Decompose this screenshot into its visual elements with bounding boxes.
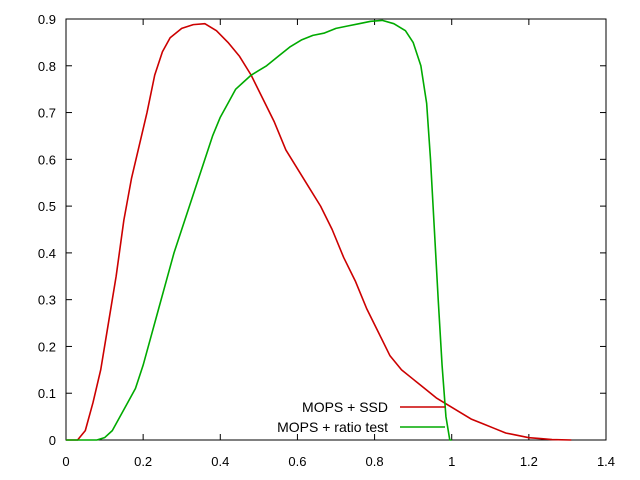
x-tick-label: 1 (448, 454, 455, 469)
y-axis: 0 0.1 0.2 0.3 0.4 0.5 0.6 0.7 0.8 0.9 (38, 12, 606, 448)
plot-frame (65, 18, 607, 441)
x-tick-label: 1.2 (520, 454, 538, 469)
y-tick-label: 0.9 (38, 12, 56, 27)
y-tick-label: 0.6 (38, 152, 56, 167)
x-tick-label: 0 (62, 454, 69, 469)
y-tick-label: 0.2 (38, 339, 56, 354)
series-layer (66, 19, 572, 441)
series-line-mops-ssd (66, 22, 572, 441)
x-tick-label: 0.8 (366, 454, 384, 469)
x-tick-label: 0.4 (211, 454, 229, 469)
legend-label: MOPS + ratio test (277, 419, 388, 435)
x-tick-label: 0.6 (288, 454, 306, 469)
x-tick-label: 0.2 (134, 454, 152, 469)
series-line-mops-ratio-test (66, 19, 452, 441)
y-tick-label: 0.4 (38, 246, 56, 261)
legend-label: MOPS + SSD (302, 399, 388, 415)
x-axis: 0 0.2 0.4 0.6 0.8 1 1.2 1.4 (62, 19, 615, 469)
y-tick-label: 0 (49, 433, 56, 448)
legend: MOPS + SSD MOPS + ratio test (277, 399, 445, 435)
x-tick-label: 1.4 (597, 454, 615, 469)
y-tick-label: 0.7 (38, 106, 56, 121)
y-tick-label: 0.8 (38, 59, 56, 74)
y-tick-label: 0.3 (38, 293, 56, 308)
y-tick-label: 0.1 (38, 386, 56, 401)
y-tick-label: 0.5 (38, 199, 56, 214)
